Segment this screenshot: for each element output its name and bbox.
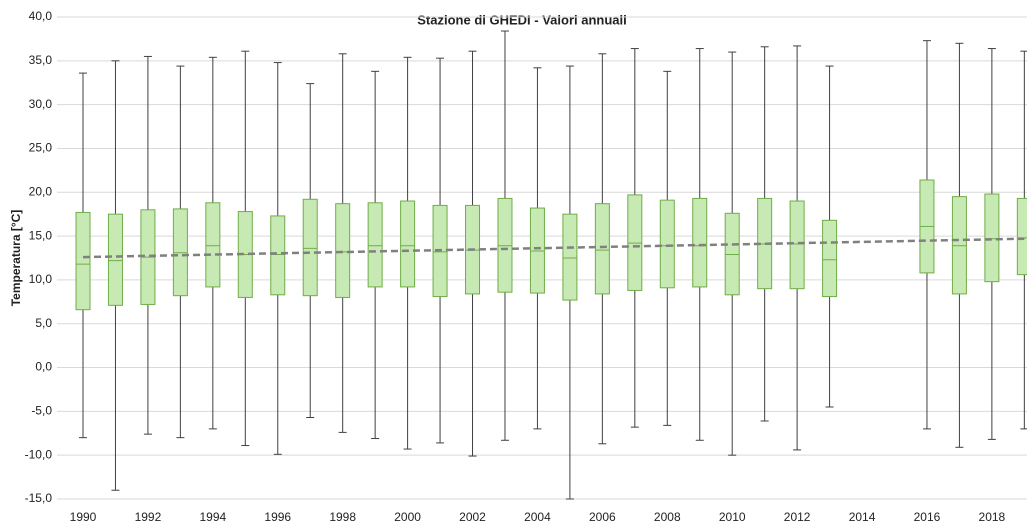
box bbox=[789, 200, 805, 290]
y-tick-label: 40,0 bbox=[29, 9, 53, 23]
y-tick-label: 5,0 bbox=[35, 316, 52, 330]
box bbox=[270, 215, 286, 296]
box bbox=[1016, 197, 1027, 276]
x-tick-label: 2004 bbox=[524, 510, 551, 524]
trend-line bbox=[82, 237, 1025, 259]
x-tick-label: 2012 bbox=[784, 510, 811, 524]
x-tick-label: 2008 bbox=[654, 510, 681, 524]
y-tick-label: 30,0 bbox=[29, 97, 53, 111]
y-tick-label: 15,0 bbox=[29, 228, 53, 242]
y-tick-label: -15,0 bbox=[25, 491, 53, 505]
y-axis-label: Temperatura [°C] bbox=[9, 210, 23, 307]
y-tick-label: 20,0 bbox=[29, 184, 53, 198]
x-tick-label: 1990 bbox=[70, 510, 97, 524]
y-tick-label: -10,0 bbox=[25, 447, 53, 461]
box bbox=[400, 200, 416, 288]
box bbox=[659, 199, 675, 289]
box bbox=[335, 203, 351, 298]
box bbox=[75, 211, 91, 311]
x-tick-label: 1996 bbox=[264, 510, 291, 524]
x-tick-label: 1994 bbox=[199, 510, 226, 524]
y-tick-label: 0,0 bbox=[35, 360, 52, 374]
x-tick-label: 1998 bbox=[329, 510, 356, 524]
x-tick-label: 2016 bbox=[914, 510, 941, 524]
x-tick-label: 2006 bbox=[589, 510, 616, 524]
x-tick-label: 2000 bbox=[394, 510, 421, 524]
box bbox=[107, 213, 123, 306]
box bbox=[984, 193, 1000, 283]
box bbox=[562, 213, 578, 301]
x-tick-label: 2018 bbox=[979, 510, 1006, 524]
box bbox=[205, 202, 221, 288]
x-tick-label: 2014 bbox=[849, 510, 876, 524]
box bbox=[302, 198, 318, 297]
y-tick-label: -5,0 bbox=[31, 404, 52, 418]
box bbox=[822, 219, 838, 298]
y-tick-label: 10,0 bbox=[29, 272, 53, 286]
y-tick-label: 25,0 bbox=[29, 141, 53, 155]
box bbox=[367, 202, 383, 288]
y-tick-label: 35,0 bbox=[29, 53, 53, 67]
x-tick-label: 2002 bbox=[459, 510, 486, 524]
box bbox=[692, 197, 708, 288]
x-tick-label: 1992 bbox=[135, 510, 162, 524]
chart-title: Stazione di GHEDI - Valori annuali bbox=[417, 12, 626, 27]
box bbox=[594, 203, 610, 295]
x-tick-label: 2010 bbox=[719, 510, 746, 524]
